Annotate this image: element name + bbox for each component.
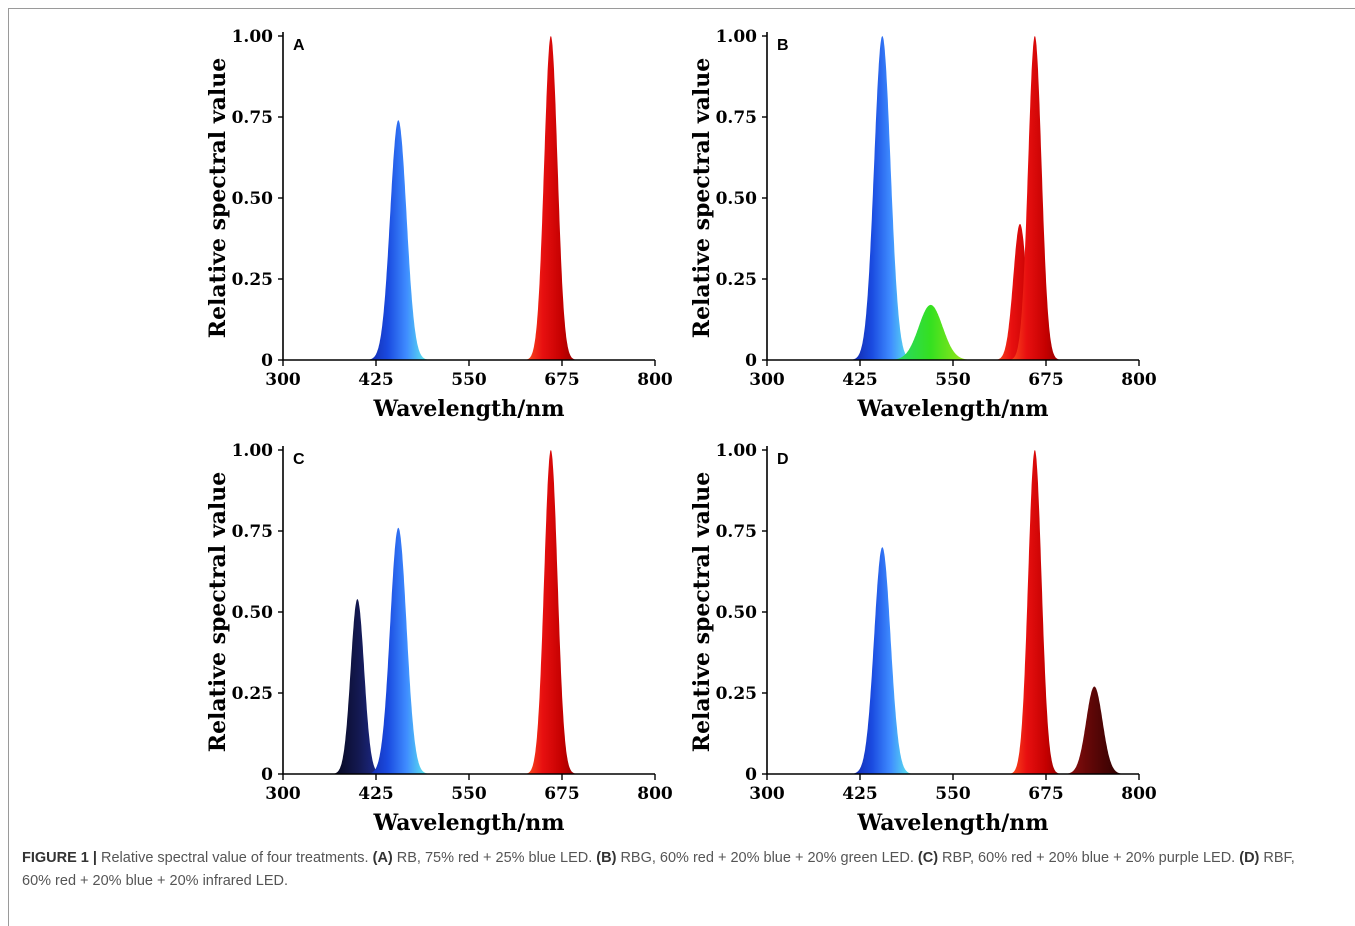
blue-peak-1 [363,120,433,360]
y-tick-label: 0.50 [716,189,758,209]
y-tick-label: 0.25 [716,684,757,704]
panel-label: A [293,37,305,54]
green-peak-2 [880,304,981,360]
caption-figure-label: FIGURE 1 | [22,850,97,866]
caption-text-a: RB, 75% red + 25% blue LED. [392,850,597,866]
spectral-figure: 0 0.25 0.50 0.75 1.00 300 425 550 675 800 Waveleng… [205,27,1157,836]
y-tick-label: 0.50 [716,603,758,623]
blue-peak-1 [847,36,917,360]
red-peak-3 [991,224,1049,360]
panel-b: 0 0.25 0.50 0.75 1.00 300 425 550 675 800 Waveleng… [689,27,1157,422]
caption-text-d: RBF, 60% red + 20% blue + 20% infrared L… [22,850,1295,889]
caption-label-c: (C) [917,850,939,866]
y-tick-label: 0.25 [232,684,273,704]
x-axis-title: Wavelength/nm [856,396,1048,422]
y-tick-label: 0.25 [716,270,757,290]
series-group [847,36,1063,360]
y-axis-title: Relative spectral value [205,58,231,338]
y-tick-label: 0 [745,351,757,371]
blue-peak-2 [363,527,433,774]
axes-frame [766,32,1139,361]
figure-caption: FIGURE 1 | Relative spectral value of fo… [22,847,1312,893]
caption-label-d: (D) [1239,850,1260,866]
panel-a: 0 0.25 0.50 0.75 1.00 300 425 550 675 800 Waveleng… [205,27,673,422]
x-tick-label: 800 [637,370,673,390]
x-tick-label: 675 [1028,784,1064,804]
caption-intro: Relative spectral value of four treatmen… [96,850,373,866]
x-tick-label: 300 [265,370,301,390]
x-tick-label: 550 [935,784,971,804]
y-tick-label: 0 [261,765,273,785]
caption-text-c: RBP, 60% red + 20% blue + 20% purple LED… [938,850,1240,866]
y-tick-label: 0.75 [716,108,757,128]
x-tick-label: 550 [935,370,971,390]
axes-frame [282,32,655,361]
x-tick-label: 550 [451,370,487,390]
series-group [363,36,579,360]
series-group [329,450,579,774]
caption-text-b: RBG, 60% red + 20% blue + 20% green LED. [616,850,918,866]
y-tick-label: 0.75 [232,108,273,128]
x-tick-label: 425 [842,370,878,390]
y-tick-label: 0 [261,351,273,371]
y-axis-title: Relative spectral value [689,58,715,338]
panel-label: D [777,451,789,468]
panel-label: B [777,37,789,54]
axes-frame [282,446,655,775]
caption-label-b: (B) [596,850,617,866]
x-axis-title: Wavelength/nm [856,810,1048,836]
y-tick-label: 0 [745,765,757,785]
x-tick-label: 675 [1028,370,1064,390]
x-tick-label: 675 [544,784,580,804]
y-tick-label: 0.25 [232,270,273,290]
x-tick-label: 425 [358,784,394,804]
x-tick-label: 300 [749,370,785,390]
x-tick-label: 550 [451,784,487,804]
x-tick-label: 800 [1121,370,1157,390]
x-axis-title: Wavelength/nm [372,396,564,422]
panel-c: 0 0.25 0.50 0.75 1.00 300 425 550 675 800 Waveleng… [205,441,673,836]
x-axis-title: Wavelength/nm [372,810,564,836]
series-group [847,450,1129,774]
red-peak-2 [522,36,579,360]
panel-label: C [293,451,305,468]
red-peak-4 [1006,36,1063,360]
red-peak-3 [522,450,579,774]
infrared-peak-3 [1060,686,1129,774]
y-tick-label: 0.75 [716,522,757,542]
y-tick-label: 1.00 [716,441,758,461]
y-tick-label: 1.00 [232,441,274,461]
y-axis-title: Relative spectral value [205,472,231,752]
figure-frame [8,8,1355,926]
x-tick-label: 425 [358,370,394,390]
purple-peak-1 [329,599,386,774]
x-tick-label: 675 [544,370,580,390]
y-tick-label: 0.50 [232,603,274,623]
blue-peak-1 [847,547,917,774]
y-tick-label: 0.75 [232,522,273,542]
y-tick-label: 1.00 [232,27,274,47]
x-tick-label: 800 [637,784,673,804]
x-tick-label: 425 [842,784,878,804]
red-peak-2 [1006,450,1063,774]
y-axis-title: Relative spectral value [689,472,715,752]
x-tick-label: 300 [749,784,785,804]
axes-frame [766,446,1139,775]
y-tick-label: 0.50 [232,189,274,209]
x-tick-label: 800 [1121,784,1157,804]
panel-d: 0 0.25 0.50 0.75 1.00 300 425 550 675 800 Waveleng… [689,441,1157,836]
caption-label-a: (A) [372,850,393,866]
x-tick-label: 300 [265,784,301,804]
y-tick-label: 1.00 [716,27,758,47]
